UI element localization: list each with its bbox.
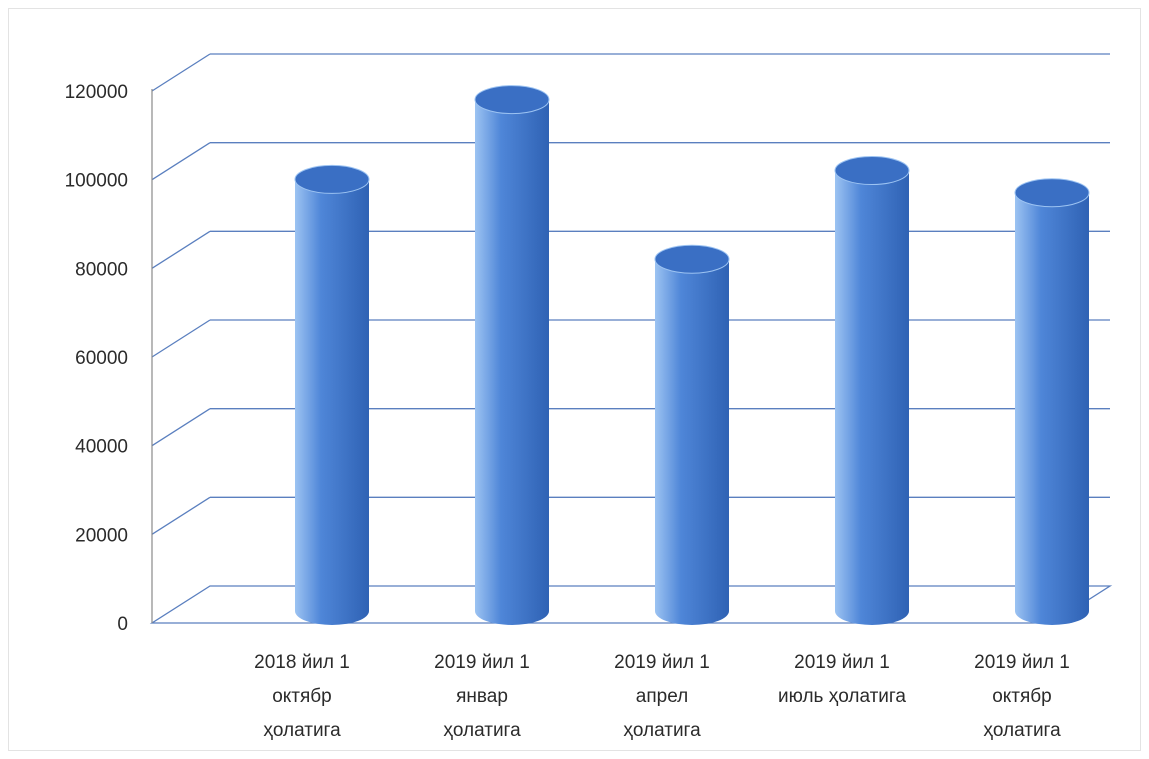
x-tick-label: 2019 йил 1 июль ҳолатига <box>778 652 906 707</box>
x-tick-label-line: 2019 йил 1 <box>614 652 710 673</box>
bar-body <box>655 259 729 625</box>
y-tick-label: 20000 <box>75 525 128 546</box>
bar-body <box>835 170 909 626</box>
bar <box>834 156 910 626</box>
x-tick-label-line: 2019 йил 1 <box>434 652 530 673</box>
bar-top <box>834 156 910 186</box>
x-tick-label-line: 2019 йил 1 <box>794 652 890 673</box>
bar-top <box>294 164 370 194</box>
x-tick-label: 2018 йил 1 октябр ҳолатига <box>254 652 350 741</box>
gridline-side <box>151 142 211 181</box>
floor <box>149 585 1113 624</box>
x-tick-label-line: ҳолатига <box>623 720 701 741</box>
y-tick-label: 0 <box>117 614 128 635</box>
y-tick-label: 80000 <box>75 259 128 280</box>
bar-body <box>295 179 369 625</box>
bar-top <box>1014 178 1090 208</box>
x-tick-label-line: ҳолатига <box>263 720 341 741</box>
x-tick-label-line: 2018 йил 1 <box>254 652 350 673</box>
x-tick-label-line: июль ҳолатига <box>778 686 906 707</box>
bar-body <box>1015 192 1089 625</box>
bar <box>1014 178 1090 625</box>
x-tick-label: 2019 йил 1 январ ҳолатига <box>434 652 530 741</box>
y-tick-label: 100000 <box>65 171 128 192</box>
gridline-side <box>151 496 211 535</box>
bar <box>654 244 730 625</box>
bars-layer <box>294 85 1090 626</box>
x-tick-label: 2019 йил 1 октябр ҳолатига <box>974 652 1070 741</box>
x-tick-label-line: 2019 йил 1 <box>974 652 1070 673</box>
bar-top <box>654 244 730 274</box>
gridline-side <box>151 319 211 358</box>
gridline-side <box>151 53 211 92</box>
y-tick-label: 40000 <box>75 437 128 458</box>
gridline-side <box>151 408 211 447</box>
x-tick-label-line: ҳолатига <box>443 720 521 741</box>
x-tick-label: 2019 йил 1 апрел ҳолатига <box>614 652 710 741</box>
x-tick-label-line: ҳолатига <box>983 720 1061 741</box>
x-tick-label-line: октябр <box>992 686 1052 707</box>
x-tick-label-line: октябр <box>272 686 332 707</box>
bar-top <box>474 85 550 115</box>
bar <box>474 85 550 626</box>
x-tick-label-line: апрел <box>636 686 688 707</box>
bar-body <box>475 99 549 626</box>
x-tick-label-line: январ <box>456 686 508 707</box>
labels-layer: 0 20000 40000 60000 80000 100000 120000 2018 йи… <box>65 82 1070 741</box>
chart-frame <box>8 8 1141 751</box>
y-tick-label: 120000 <box>65 82 128 103</box>
bar <box>294 164 370 625</box>
gridline-side <box>151 230 211 269</box>
y-tick-label: 60000 <box>75 348 128 369</box>
